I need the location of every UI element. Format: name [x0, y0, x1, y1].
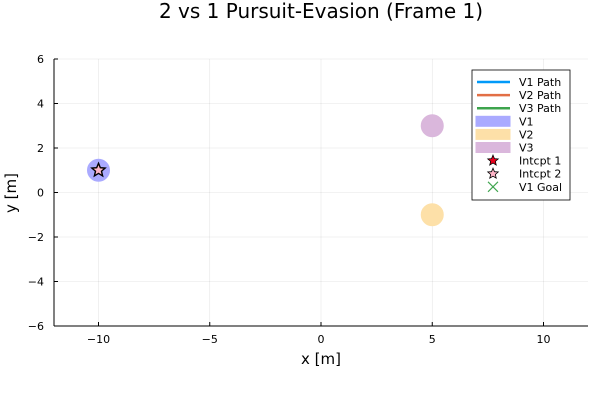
legend-label: V1 Goal [519, 181, 562, 194]
legend-swatch [475, 115, 511, 127]
intcpt-2-marker [91, 162, 106, 177]
y-tick-label: 2 [37, 142, 44, 155]
y-axis-label: y [m] [2, 173, 20, 213]
x-axis-label: x [m] [301, 350, 341, 368]
chart-title: 2 vs 1 Pursuit-Evasion (Frame 1) [159, 0, 483, 23]
legend-label: V1 Path [519, 76, 561, 89]
y-tick-label: −4 [28, 276, 44, 289]
x-tick-label: 5 [429, 333, 436, 346]
legend-label: V1 [519, 115, 534, 128]
legend-label: Intcpt 2 [519, 168, 561, 181]
v3-marker [420, 114, 444, 138]
legend-item-v3-path: V3 Path [477, 102, 561, 115]
x-tick-label: 0 [318, 333, 325, 346]
legend-label: V3 Path [519, 102, 561, 115]
legend-item-intcpt-2: Intcpt 2 [486, 167, 561, 181]
y-tick-label: 4 [37, 98, 44, 111]
legend-item-v2-path: V2 Path [477, 89, 561, 102]
legend-swatch [486, 167, 500, 179]
legend-item-v1-path: V1 Path [477, 76, 561, 89]
legend-item-intcpt-1: Intcpt 1 [486, 154, 561, 168]
y-tick-label: −2 [28, 231, 44, 244]
legend-item-v1: V1 [475, 115, 534, 128]
legend-item-v3: V3 [475, 142, 534, 155]
y-tick-label: 6 [37, 53, 44, 66]
legend-swatch [475, 128, 511, 140]
legend-label: V3 [519, 142, 534, 155]
legend-item-v2: V2 [475, 128, 534, 141]
legend-swatch [487, 181, 499, 193]
x-tick-label: 10 [537, 333, 551, 346]
x-tick-label: −5 [202, 333, 218, 346]
legend-swatch [486, 154, 500, 166]
legend-label: V2 Path [519, 89, 561, 102]
legend-swatch [475, 142, 511, 153]
legend-item-v1-goal: V1 Goal [487, 181, 562, 194]
axes: −10 −5 0 5 10 −6 −4 −2 0 2 4 6 [28, 53, 588, 346]
data-marks [87, 114, 444, 227]
legend-label: Intcpt 1 [519, 155, 561, 168]
v2-marker [420, 203, 444, 227]
x-tick-label: −10 [87, 333, 110, 346]
y-tick-label: −6 [28, 320, 44, 333]
legend-label: V2 [519, 128, 534, 141]
y-tick-label: 0 [37, 187, 44, 200]
